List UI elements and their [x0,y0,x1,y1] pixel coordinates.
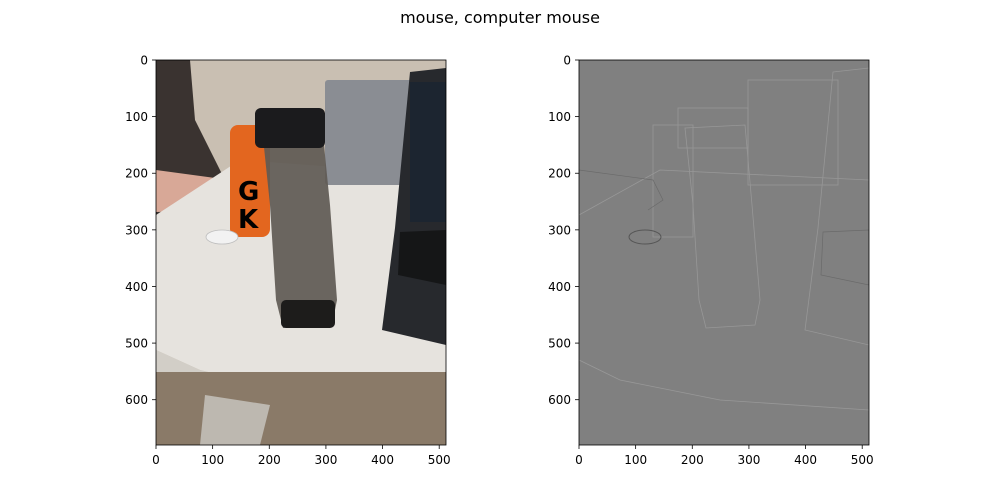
photo-axes: 0 100 200 300 400 500 0 100 200 300 400 500 600 [125,54,451,468]
computer-mouse [205,229,239,245]
bottle-print-2: K [238,205,259,235]
bottle-base [281,300,335,328]
y-tick-label: 500 [548,337,571,351]
y-tick-label: 0 [140,54,148,68]
y-tick-label: 100 [548,110,571,124]
x-tick-label: 100 [201,453,224,467]
orange-bottle [230,125,270,237]
saliency-axes: 0 100 200 300 400 500 0 100 200 300 400 500 600 [548,54,874,468]
y-tick-label: 500 [125,337,148,351]
edge-person [579,169,664,211]
x-tick-label: 400 [794,453,817,467]
edge-table [579,169,869,216]
edge-bottle [684,124,761,329]
edge-laptop-back [747,79,839,186]
edge-laptop [804,67,869,346]
bottle-print: G [238,177,259,207]
x-tick-label: 500 [851,453,874,467]
photo-image: G K [156,60,446,445]
x-tick-label: 300 [737,453,760,467]
x-tick-label: 400 [371,453,394,467]
bottle-cap [255,108,325,148]
y-tick-label: 600 [548,393,571,407]
edge-orange-bottle [652,124,694,238]
floor-object [200,395,270,445]
laptop-screen-back [325,80,415,185]
x-tick-label: 200 [258,453,281,467]
edge-keyboard [820,229,869,286]
saliency-mouse [628,229,662,245]
under-table [156,372,446,445]
x-tick-label: 0 [152,453,160,467]
y-tick-label: 400 [125,280,148,294]
photo-panel: G K 0 100 200 300 400 500 0 100 200 300 400 500 600 [125,54,451,468]
laptop-display [410,82,446,222]
y-tick-label: 300 [125,223,148,237]
photo-axes-frame [155,59,447,446]
y-tick-label: 0 [563,54,571,68]
figure-title: mouse, computer mouse [400,8,600,27]
x-tick-label: 300 [314,453,337,467]
y-tick-label: 200 [548,167,571,181]
x-tick-label: 0 [575,453,583,467]
y-tick-label: 400 [548,280,571,294]
x-tick-label: 500 [428,453,451,467]
saliency-image [579,60,869,445]
saliency-panel: 0 100 200 300 400 500 0 100 200 300 400 500 600 [548,54,874,468]
y-tick-label: 300 [548,223,571,237]
saliency-background [579,60,869,445]
saliency-axes-frame [578,59,870,446]
laptop-keyboard [398,230,446,285]
x-tick-label: 200 [681,453,704,467]
y-tick-label: 100 [125,110,148,124]
y-tick-label: 200 [125,167,148,181]
water-bottle [262,125,337,328]
y-tick-label: 600 [125,393,148,407]
x-tick-label: 100 [624,453,647,467]
edge-table-front [579,359,869,411]
